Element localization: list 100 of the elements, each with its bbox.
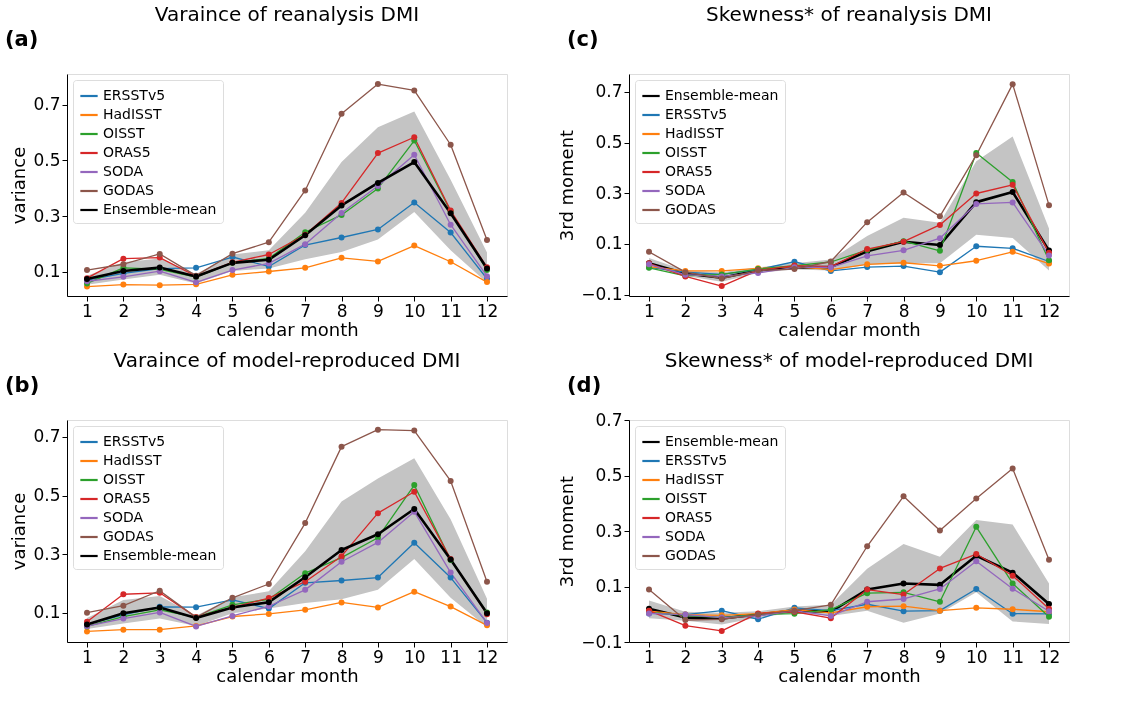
y-tick-label: 0.1 [33, 261, 61, 282]
x-tick-label: 11 [440, 300, 462, 321]
x-tick-label: 3 [154, 300, 166, 321]
x-tick-label: 1 [82, 300, 93, 321]
x-tick-label: 3 [716, 300, 728, 321]
x-tick-label: 1 [644, 646, 655, 667]
legend-label: GODAS [665, 201, 716, 217]
legend-label: SODA [103, 509, 144, 525]
x-tick-label: 7 [862, 646, 874, 667]
x-tick-label: 5 [789, 300, 801, 321]
legend-label: GODAS [103, 528, 154, 544]
x-tick-label: 6 [825, 646, 837, 667]
x-tick-label: 9 [373, 646, 384, 667]
legend-label: Ensemble-mean [103, 547, 217, 563]
legend-label: OISST [665, 490, 707, 506]
x-tick-label: 12 [476, 300, 499, 321]
x-tick-label: 4 [753, 300, 765, 321]
x-tick-label: 11 [1002, 646, 1024, 667]
x-tick-label: 2 [118, 300, 130, 321]
x-tick-label: 3 [154, 646, 166, 667]
x-tick-label: 9 [373, 300, 384, 321]
y-tick-label: 0.5 [595, 132, 623, 152]
y-axis-title: variance [8, 492, 30, 571]
legend-label: ORAS5 [665, 509, 713, 525]
legend-label: OISST [665, 144, 707, 160]
text: (a) [5, 27, 39, 51]
y-tick-label: 0.5 [33, 485, 61, 506]
chart-title: Skewness* of reanalysis DMI [705, 2, 993, 26]
x-tick-label: 7 [862, 300, 874, 321]
y-axis-title: 3rd moment [556, 129, 578, 242]
x-tick-label: 4 [753, 646, 765, 667]
x-tick-label: 12 [476, 646, 499, 667]
y-tick-label: 0.3 [33, 543, 61, 564]
x-axis-title: calendar month [778, 318, 921, 340]
x-axis-title: calendar month [216, 318, 359, 340]
y-tick-label: 0.1 [595, 233, 623, 254]
x-tick-label: 4 [191, 300, 202, 321]
x-tick-label: 6 [825, 300, 837, 321]
y-tick-label: 0.7 [595, 409, 623, 430]
chart-title: Skewness* of model-reproduced DMI [664, 348, 1034, 372]
x-tick-label: 9 [934, 646, 946, 667]
x-tick-label: 12 [1038, 300, 1061, 321]
legend-label: OISST [103, 471, 145, 487]
legend-label: ERSSTv5 [665, 106, 728, 122]
x-tick-label: 9 [934, 300, 946, 321]
y-tick-label: 0.1 [595, 576, 623, 596]
x-tick-label: 1 [644, 300, 655, 321]
y-tick-label: 0.7 [33, 94, 61, 115]
x-tick-label: 10 [965, 646, 988, 667]
legend-label: GODAS [103, 182, 154, 198]
y-axis-title: variance [8, 146, 30, 225]
chart-title: Varaince of reanalysis DMI [154, 2, 420, 26]
x-tick-label: 8 [898, 646, 910, 667]
legend-label: Ensemble-mean [665, 433, 779, 449]
y-axis-title: 3rd moment [556, 475, 578, 588]
y-tick-label: −0.1 [581, 284, 623, 305]
legend-label: Ensemble-mean [103, 201, 217, 217]
x-tick-label: 11 [440, 646, 462, 667]
legend-label: ORAS5 [665, 163, 713, 179]
legend-label: SODA [665, 182, 706, 198]
x-tick-label: 3 [716, 646, 728, 667]
legend-label: OISST [103, 125, 145, 141]
x-tick-label: 10 [965, 300, 988, 321]
x-tick-label: 2 [680, 646, 692, 667]
x-tick-label: 7 [300, 300, 312, 321]
x-tick-label: 6 [263, 300, 275, 321]
x-tick-label: 10 [403, 646, 426, 667]
text: (b) [5, 373, 40, 397]
x-axis-title: calendar month [216, 664, 359, 686]
y-tick-label: 0.1 [33, 602, 61, 623]
x-tick-label: 11 [1002, 300, 1024, 321]
x-tick-label: 2 [680, 300, 692, 321]
x-tick-label: 5 [789, 646, 801, 667]
legend-label: HadISST [103, 452, 162, 468]
x-tick-label: 8 [336, 300, 348, 321]
legend-label: SODA [103, 163, 144, 179]
y-tick-label: 0.5 [595, 465, 623, 485]
text: (d) [567, 373, 602, 397]
legend-label: ORAS5 [103, 144, 151, 160]
legend-label: GODAS [665, 547, 716, 563]
x-tick-label: 12 [1038, 646, 1061, 667]
legend-label: ERSSTv5 [665, 452, 728, 468]
y-tick-label: 0.3 [33, 205, 61, 226]
x-tick-label: 5 [227, 646, 239, 667]
y-tick-label: 0.7 [595, 81, 623, 102]
x-tick-label: 1 [82, 646, 93, 667]
x-tick-label: 7 [300, 646, 312, 667]
y-tick-label: −0.1 [581, 631, 623, 652]
x-tick-label: 4 [191, 646, 202, 667]
x-tick-label: 8 [336, 646, 348, 667]
legend-label: ERSSTv5 [103, 87, 166, 103]
y-tick-label: 0.7 [33, 426, 61, 447]
x-tick-label: 5 [227, 300, 239, 321]
x-tick-label: 6 [263, 646, 275, 667]
legend-label: ERSSTv5 [103, 433, 166, 449]
legend-label: HadISST [665, 471, 724, 487]
legend-label: HadISST [103, 106, 162, 122]
y-tick-label: 0.5 [33, 149, 61, 170]
x-tick-label: 2 [118, 646, 130, 667]
chart-title: Varaince of model-reproduced DMI [113, 348, 461, 372]
